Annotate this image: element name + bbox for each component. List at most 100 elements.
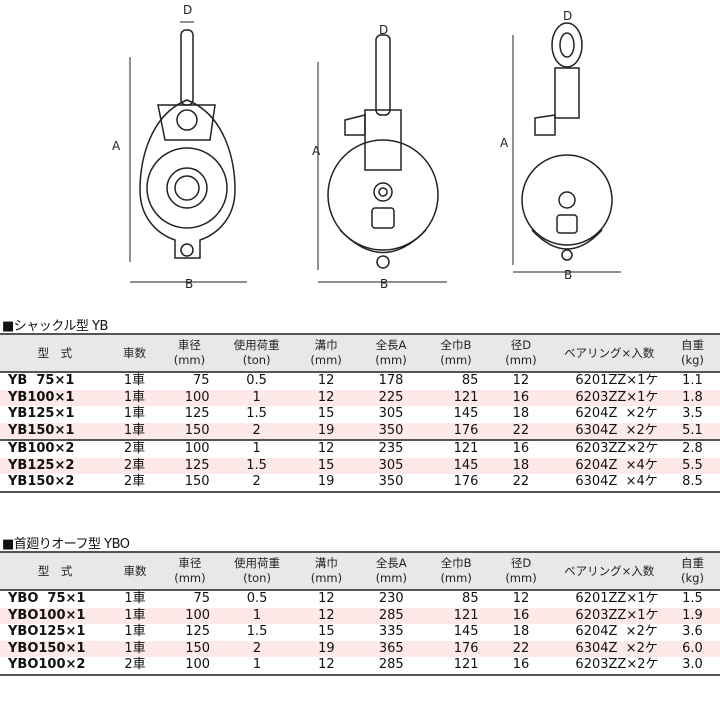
column-header: 使用荷重 (ton)	[220, 552, 295, 590]
table-cell: 15	[317, 406, 335, 421]
table-cell: 125	[185, 624, 211, 639]
table-cell: YB150×2	[8, 474, 75, 489]
table-cell: 125	[159, 457, 220, 474]
table-row: YB 75×1 1車 75 0.5 12 178 85 12 6201ZZ×1ケ 1.1	[0, 372, 720, 390]
table-row: YB100×1 1車 100 1 12 225 121 16 6203ZZ×1ケ 1.8	[0, 389, 720, 406]
table-cell: 305	[378, 406, 404, 421]
table-cell: 0.5	[246, 591, 268, 606]
table-cell: YB125×1	[8, 406, 75, 421]
table-cell: 121	[423, 607, 489, 624]
table-cell: 335	[378, 624, 404, 639]
table-cell: 350	[378, 474, 404, 489]
table-cell: 12	[512, 373, 530, 388]
table-cell: 305	[358, 457, 424, 474]
table-cell: 2車	[124, 657, 146, 672]
table-cell: 150	[159, 640, 221, 657]
table-cell: 12	[512, 591, 530, 606]
table-cell: 230	[378, 591, 404, 606]
table-cell: YBO100×2	[8, 657, 86, 672]
table-cell: 22	[488, 422, 554, 440]
table-cell: 1	[219, 389, 294, 406]
column-header: 全長A (mm)	[358, 552, 424, 590]
table-cell: 100	[159, 439, 220, 458]
table-cell: 285	[358, 607, 424, 624]
table-row: YB100×2 2車 100 1 12 235 121 16 6203ZZ×2ケ 2.8	[0, 439, 720, 458]
table-cell: 75	[193, 373, 210, 388]
table-cell: 100	[185, 657, 211, 672]
table-cell: 176	[423, 640, 489, 657]
table-row: YBO125×1 1車 125 1.5 15 335 145 18 6204Z ×2ケ 3.6	[0, 624, 720, 641]
table-cell: 285	[378, 657, 404, 672]
table-cell: 145	[453, 406, 479, 421]
table-cell: YB 75×1	[8, 373, 75, 388]
table-cell: 1	[252, 657, 262, 672]
table-cell: YB125×2	[0, 457, 110, 474]
table-cell: 6203ZZ×1ケ	[553, 607, 665, 624]
table-cell: 6201ZZ×1ケ	[575, 591, 659, 606]
table-row: YBO150×1 1車 150 2 19 365 176 22 6304Z ×2ケ 6.0	[0, 640, 720, 657]
table-cell: 85	[462, 591, 479, 606]
table-cell: 2車	[109, 439, 160, 458]
label-b: B	[185, 277, 193, 291]
table-cell: 100	[159, 389, 220, 406]
column-header: 全長A (mm)	[358, 334, 424, 372]
table-cell: 16	[488, 389, 554, 406]
table-cell: 75	[193, 591, 211, 606]
column-header: 自重 (kg)	[664, 334, 720, 372]
table-cell: 19	[294, 640, 359, 657]
table-cell: 6.0	[664, 640, 720, 657]
section-title-ybo: ■首廻りオーフ型 YBO	[2, 537, 130, 552]
column-header: 溝巾 (mm)	[294, 552, 359, 590]
table-cell: YB100×1	[0, 389, 110, 406]
table-row: YBO100×2 2車 100 1 12 285 121 16 6203ZZ×2ケ 3.0	[0, 657, 720, 675]
table-cell: 225	[358, 389, 424, 406]
table-cell: 85	[461, 373, 479, 388]
column-header: 溝巾 (mm)	[293, 334, 359, 372]
column-header: ベアリング×入数	[553, 334, 665, 372]
table-cell: 2	[220, 640, 295, 657]
column-header: 径D (mm)	[488, 552, 554, 590]
column-header: 全巾B (mm)	[423, 334, 489, 372]
table-cell: 12	[294, 607, 359, 624]
table-cell: 12	[293, 389, 359, 406]
table-cell: 1.5	[682, 591, 703, 606]
table-cell: 1	[219, 439, 294, 458]
table-cell: 6304Z ×2ケ	[553, 640, 665, 657]
table-cell: 1.1	[682, 373, 703, 388]
table-cell: 16	[488, 439, 554, 458]
table-cell: 1車	[123, 373, 146, 388]
column-header: 径D (mm)	[488, 334, 554, 372]
column-header: 型 式	[0, 552, 111, 590]
table-cell: 6304Z ×2ケ	[553, 422, 665, 440]
table-cell: 12	[317, 373, 335, 388]
table-cell: 3.0	[682, 657, 703, 672]
table-cell: 0.5	[246, 373, 267, 388]
table-cell: 6204Z ×4ケ	[553, 457, 665, 474]
table-cell: 2	[252, 474, 261, 489]
table-cell: 1.8	[664, 389, 720, 406]
table-cell: YB100×2	[0, 439, 110, 458]
table-cell: 2車	[123, 474, 146, 489]
table-cell: 350	[358, 422, 424, 440]
drawing-shackle: A B D	[312, 23, 447, 291]
table-cell: 1車	[124, 624, 146, 639]
table-cell: 3.6	[682, 624, 703, 639]
table-cell: 22	[512, 474, 530, 489]
column-header: 車数	[110, 552, 160, 590]
table-cell: 121	[453, 657, 479, 672]
table-cell: 1.5	[246, 406, 267, 421]
table-cell: 1.9	[664, 607, 720, 624]
label-b: B	[564, 268, 572, 282]
table-cell: 125	[184, 406, 210, 421]
table-cell: 2車	[109, 457, 160, 474]
table-cell: 19	[317, 474, 335, 489]
table-cell: 15	[293, 457, 359, 474]
table-cell: 15	[318, 624, 335, 639]
column-header: 型 式	[0, 334, 110, 372]
column-header: 車径 (mm)	[159, 552, 221, 590]
table-cell: 1車	[123, 406, 146, 421]
table-cell: 6304Z ×4ケ	[575, 474, 658, 489]
spec-table-yb: 型 式車数 車径 (mm) 使用荷重 (ton) 溝巾 (mm) 全長A (mm) 全巾B…	[0, 333, 720, 493]
section-title-yb: ■シャックル型 YB	[2, 319, 108, 334]
table-cell: 8.5	[682, 474, 703, 489]
